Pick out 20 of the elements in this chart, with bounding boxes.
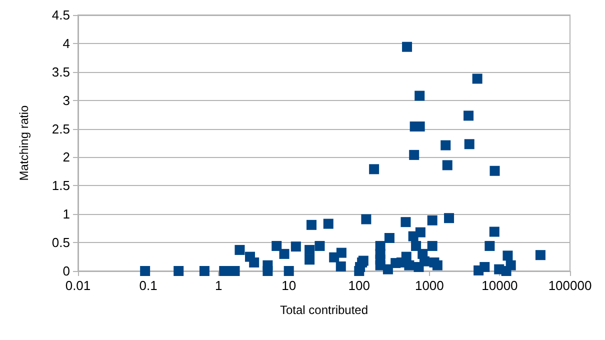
x-tick-label: 100: [348, 278, 370, 293]
y-tick-label: 3.5: [52, 64, 70, 80]
y-tick-label: 2.5: [52, 121, 70, 136]
x-tick-label: 100000: [548, 278, 592, 293]
y-tick-label: 4.5: [52, 8, 70, 22]
x-tick-label: 1000: [414, 278, 444, 293]
x-axis-title: Total contributed: [280, 303, 368, 317]
x-tick-label: 0.01: [65, 278, 91, 293]
y-tick-label: 3: [62, 92, 70, 108]
y-tick-label: 1.5: [52, 178, 70, 194]
y-tick-label: 1: [62, 206, 70, 222]
y-tick-label: 0.5: [52, 235, 70, 250]
x-tick-label: 1: [214, 278, 222, 293]
x-tick-label: 10000: [482, 278, 518, 293]
x-tick-label: 0.1: [139, 278, 158, 293]
y-tick-label: 2: [62, 150, 70, 165]
y-tick-label: 4: [62, 36, 70, 51]
x-tick-label: 10: [282, 278, 296, 293]
y-axis-title: Matching ratio: [17, 104, 31, 181]
y-tick-label: 0: [62, 264, 70, 278]
